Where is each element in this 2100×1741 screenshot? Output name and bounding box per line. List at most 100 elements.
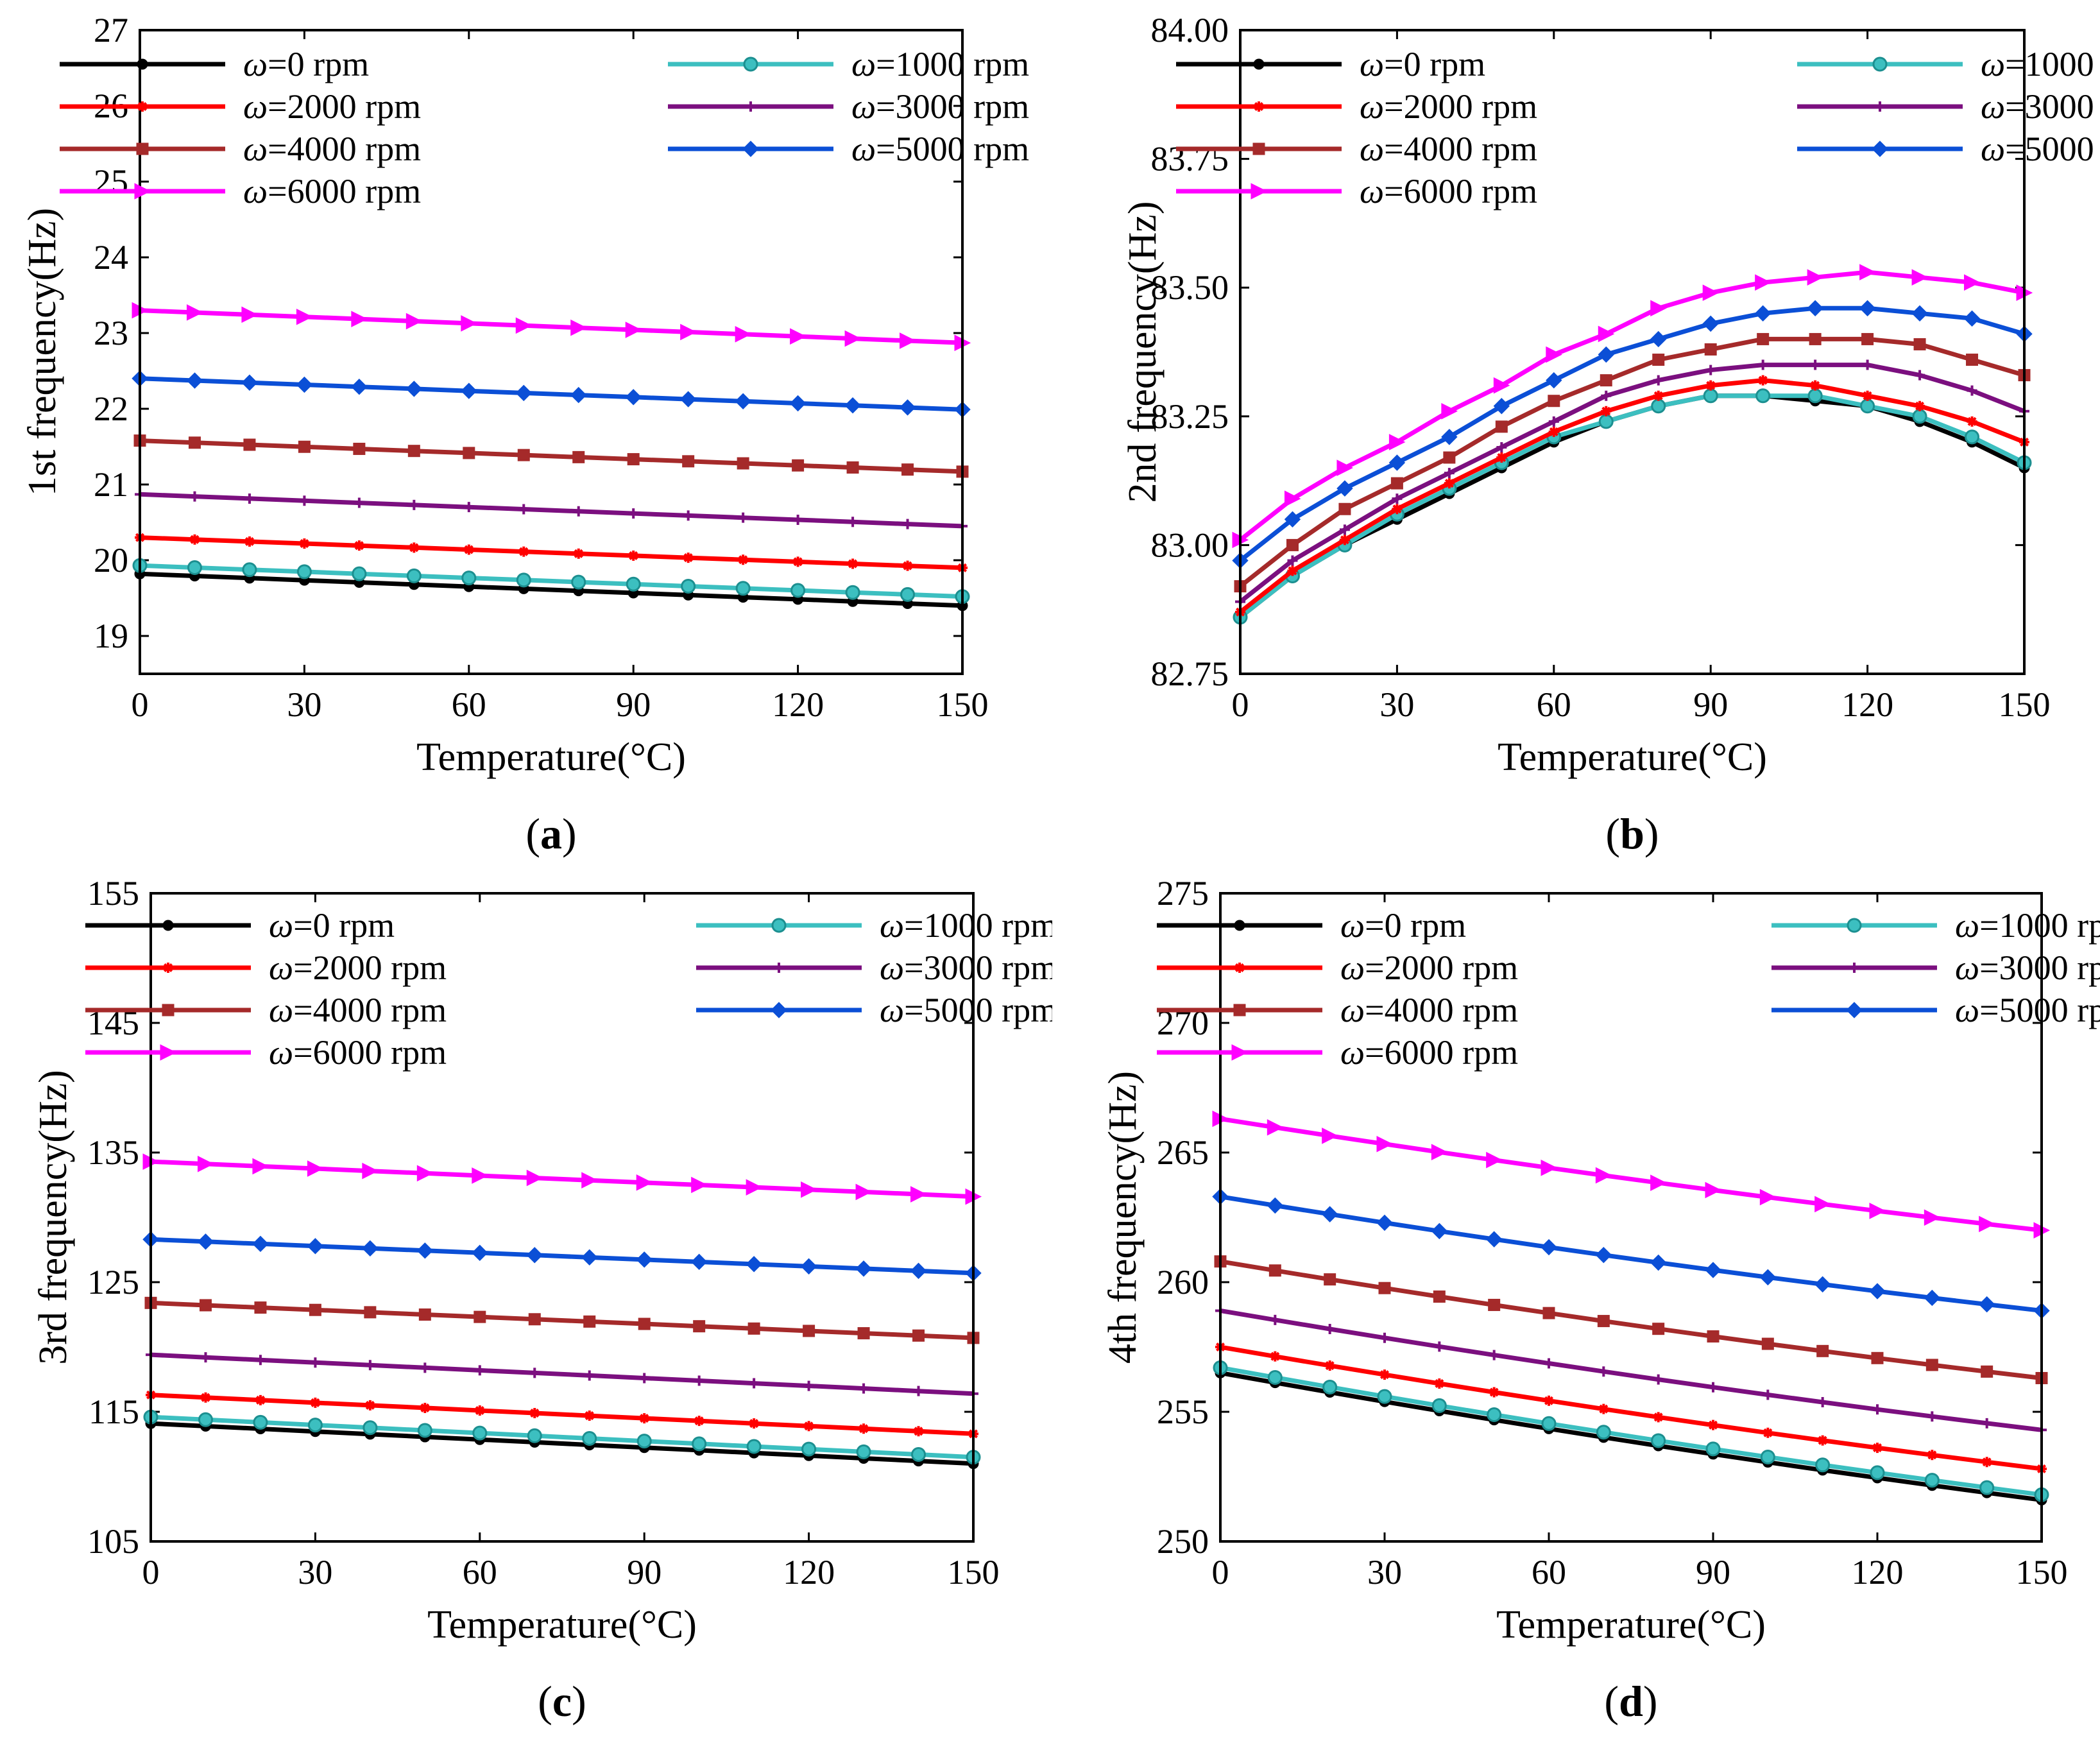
legend-omega: ω xyxy=(880,991,904,1029)
data-point xyxy=(636,1251,653,1268)
data-point xyxy=(1390,477,1403,490)
legend-label: ω=3000 rpm xyxy=(1955,948,2100,987)
panel-label-open: ( xyxy=(1605,809,1620,858)
data-point xyxy=(582,1430,597,1446)
series-3 xyxy=(135,489,968,531)
x-tick-label: 150 xyxy=(948,1553,1000,1591)
data-point xyxy=(1763,1427,1773,1438)
legend-value: =6000 rpm xyxy=(1365,1033,1518,1072)
data-point xyxy=(900,587,916,602)
data-point xyxy=(296,376,313,393)
legend-value: =2000 rpm xyxy=(293,948,447,987)
legend-label: ω=2000 rpm xyxy=(243,87,421,126)
data-point xyxy=(1392,504,1403,515)
y-tick-label: 83.75 xyxy=(1151,140,1229,178)
series-line xyxy=(1238,305,2025,563)
data-point xyxy=(517,449,530,461)
data-point xyxy=(1493,398,1510,415)
legend-omega: ω xyxy=(1981,45,2005,83)
data-point xyxy=(1653,1412,1664,1423)
data-point xyxy=(1807,300,1823,317)
legend-label: ω=0 rpm xyxy=(1340,906,1466,945)
data-point xyxy=(625,322,642,338)
data-point xyxy=(406,568,422,583)
legend-entry: ω=1000 rpm xyxy=(1771,906,2100,945)
data-point xyxy=(189,491,200,502)
data-point xyxy=(639,1413,650,1424)
data-point xyxy=(1964,274,1981,291)
data-point xyxy=(679,391,697,407)
legend-label: ω=5000 rpm xyxy=(1981,130,2100,168)
y-tick-label: 25 xyxy=(94,162,128,201)
legend-entry: ω=0 rpm xyxy=(1157,906,1466,945)
y-tick-label: 105 xyxy=(87,1522,139,1561)
data-point xyxy=(309,1303,321,1316)
legend-value: =5000 rpm xyxy=(876,130,1029,168)
data-point xyxy=(1927,1450,1938,1461)
data-point xyxy=(1810,359,1821,370)
chart-panel-b: 0 30 60 90 120 150 82.75 83.00 83.25 83.50 83.75 84… xyxy=(1121,11,2100,858)
series-line xyxy=(150,1414,974,1460)
legend-marker xyxy=(1847,918,1862,933)
legend-entry: ω=2000 rpm xyxy=(1176,87,1537,126)
series-line xyxy=(1238,363,2026,604)
data-point xyxy=(803,1380,814,1391)
data-point xyxy=(252,1158,269,1175)
legend-value: =1000 rpm xyxy=(876,45,1029,83)
data-point xyxy=(197,1155,214,1172)
data-point xyxy=(255,1394,266,1405)
series-line xyxy=(139,308,963,345)
data-point xyxy=(1860,399,1875,414)
legend-omega: ω xyxy=(1981,130,2005,168)
data-point xyxy=(1486,1151,1503,1169)
series-3 xyxy=(1235,359,2029,607)
panel-label-open: ( xyxy=(538,1677,552,1726)
data-point xyxy=(1807,388,1823,404)
data-point xyxy=(844,330,862,347)
legend-value: =1000 rpm xyxy=(1979,906,2100,945)
data-point xyxy=(1443,451,1456,464)
data-point xyxy=(1598,325,1615,343)
data-point xyxy=(1759,1269,1777,1286)
data-point xyxy=(1967,416,1977,427)
x-tick-label: 30 xyxy=(1367,1553,1402,1591)
data-point xyxy=(1270,1351,1281,1362)
data-point xyxy=(1814,1196,1831,1213)
data-point xyxy=(1817,1397,1828,1408)
data-point xyxy=(310,1397,321,1408)
y-tick-label: 20 xyxy=(94,541,128,579)
legend-omega: ω xyxy=(243,45,268,83)
data-point xyxy=(1336,459,1354,476)
data-point xyxy=(1338,502,1351,515)
data-point xyxy=(735,325,752,343)
legend-marker xyxy=(1254,101,1264,112)
data-point xyxy=(1652,354,1665,366)
series-line xyxy=(150,1352,974,1396)
series-5 xyxy=(1212,1188,2050,1319)
legend-entry: ω=2000 rpm xyxy=(60,87,421,126)
data-point xyxy=(790,583,806,598)
data-point xyxy=(354,540,364,551)
legend-entry: ω=4000 rpm xyxy=(1157,991,1518,1029)
data-point xyxy=(1862,359,1873,370)
data-point xyxy=(910,1262,927,1280)
data-point xyxy=(1596,1425,1611,1440)
series-line xyxy=(150,1300,974,1341)
data-point xyxy=(363,1420,378,1436)
x-tick-label: 0 xyxy=(1232,685,1249,724)
data-point xyxy=(463,544,474,555)
legend-marker xyxy=(1872,56,1888,72)
data-point xyxy=(1284,490,1301,507)
data-point xyxy=(1815,1457,1831,1473)
x-tick-label: 0 xyxy=(132,685,149,724)
data-point xyxy=(848,558,858,569)
data-point xyxy=(526,1169,543,1187)
data-point xyxy=(200,1392,211,1403)
data-point xyxy=(254,1301,267,1314)
data-point xyxy=(1324,1360,1335,1371)
legend-omega: ω xyxy=(1360,87,1384,126)
data-point xyxy=(1757,359,1768,370)
legend-label: ω=1000 rpm xyxy=(1955,906,2100,945)
data-point xyxy=(1493,377,1510,394)
